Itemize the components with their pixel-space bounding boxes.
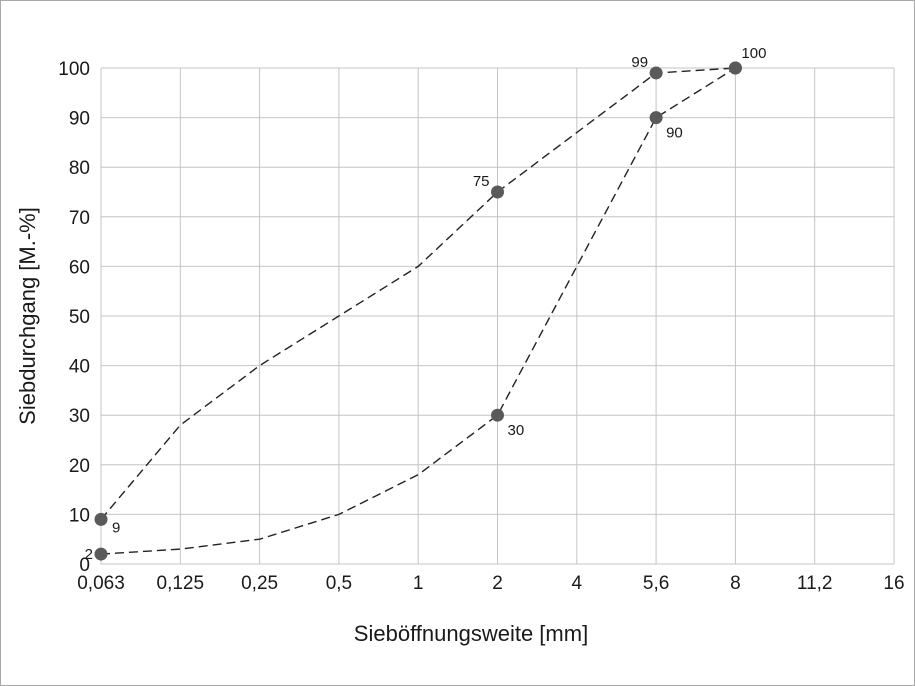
data-point [94,512,108,526]
x-tick-label: 8 [730,573,741,594]
y-tick-label: 30 [69,406,90,427]
grid [100,67,895,565]
data-label: 75 [473,173,490,190]
y-tick-label: 70 [69,208,90,229]
x-tick-labels: 0,063 0,125 0,25 0,5 1 2 4 5,6 8 11,2 16 [77,573,904,594]
data-point [649,111,663,125]
x-tick-label: 11,2 [797,573,833,594]
x-tick-label: 5,6 [643,573,669,594]
data-label: 99 [631,54,648,71]
y-axis-title: Siebdurchgang [M.-%] [15,207,40,425]
data-point [728,61,742,75]
series-points [94,61,742,561]
y-tick-label: 100 [58,59,90,80]
x-tick-label: 0,063 [77,573,125,594]
data-label: 30 [508,422,525,439]
y-tick-labels: 0 10 20 30 40 50 60 70 80 90 100 [58,59,90,576]
x-tick-label: 0,125 [157,573,205,594]
data-label: 9 [112,519,120,536]
y-tick-label: 40 [69,357,90,378]
data-point [94,547,108,561]
data-point [491,408,504,422]
y-tick-label: 0 [79,555,90,576]
y-tick-label: 60 [69,257,90,278]
y-tick-label: 20 [69,456,90,477]
data-point [649,66,663,80]
y-tick-label: 90 [69,109,90,130]
data-label: 90 [666,125,683,142]
x-tick-label: 16 [883,573,904,594]
y-tick-label: 80 [69,158,90,179]
y-tick-label: 50 [69,307,90,328]
data-label: 2 [85,546,93,563]
x-axis-title: Sieböffnungsweite [mm] [354,621,588,646]
data-labels: 9 75 99 100 2 30 90 [85,45,767,563]
data-label: 100 [741,45,766,62]
x-tick-label: 1 [413,573,424,594]
y-tick-label: 10 [69,505,90,526]
x-tick-label: 0,25 [241,573,278,594]
x-tick-label: 4 [572,573,583,594]
x-tick-label: 0,5 [326,573,352,594]
series-line-2 [100,67,736,555]
x-tick-label: 2 [492,573,503,594]
series-lines [100,67,736,555]
data-point [491,185,504,199]
